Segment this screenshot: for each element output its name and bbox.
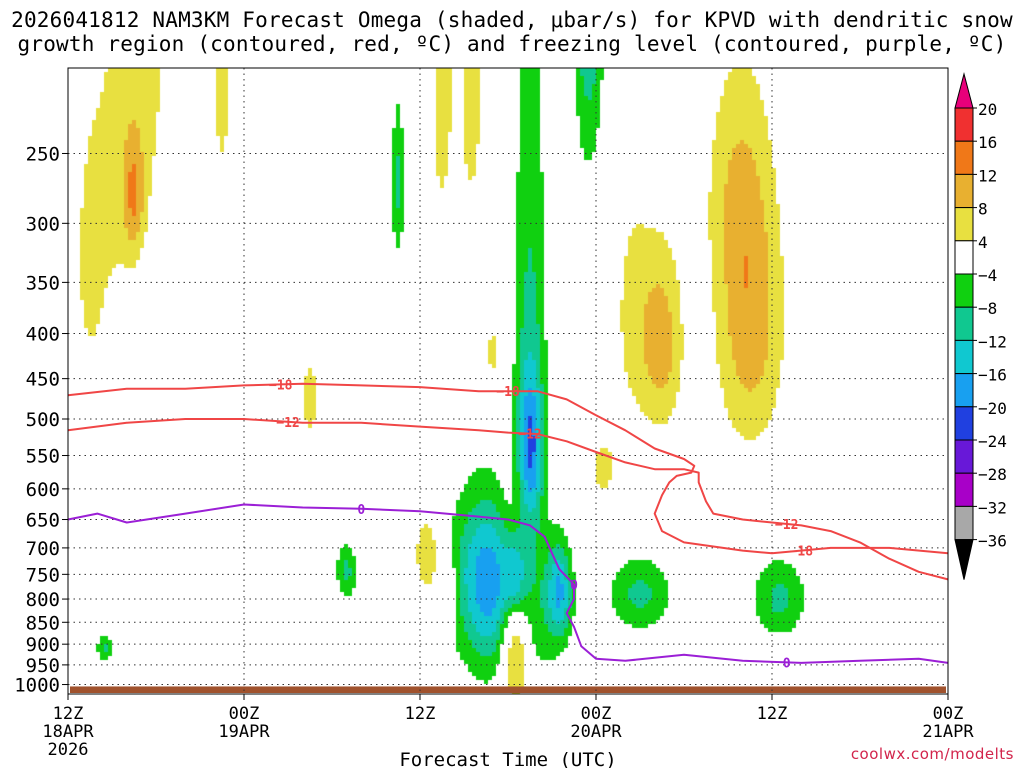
colorbar-label: −36	[978, 532, 1007, 551]
colorbar-swatch	[954, 439, 974, 474]
contour-label: 0	[357, 503, 365, 518]
x-tick-label: 00Z	[933, 704, 964, 724]
x-tick-label: 2026	[48, 740, 89, 760]
y-tick-label: 800	[26, 589, 60, 611]
colorbar-label: −24	[978, 432, 1007, 451]
colorbar-swatch	[954, 140, 974, 175]
colorbar-swatch	[954, 173, 974, 209]
x-tick-label: 00Z	[581, 704, 612, 724]
colorbar-swatch	[954, 339, 974, 375]
x-tick-label: 12Z	[53, 704, 84, 724]
colorbar-swatch	[954, 207, 974, 242]
y-tick-label: 950	[26, 655, 60, 677]
source-credit: coolwx.com/modelts	[850, 745, 1014, 763]
x-tick-label: 12Z	[405, 704, 436, 724]
contour-label: −12	[276, 416, 299, 431]
y-tick-label: 650	[26, 510, 60, 532]
colorbar-swatch	[954, 406, 974, 441]
contour-line	[67, 382, 949, 555]
colorbar-swatch	[954, 306, 974, 341]
x-tick-label: 18APR	[42, 722, 94, 742]
y-tick-label: 300	[26, 213, 60, 235]
x-tick-label: 21APR	[922, 722, 974, 742]
colorbar-label: 12	[978, 166, 997, 185]
contour-label: 0	[570, 578, 578, 593]
colorbar-label: 20	[978, 100, 997, 119]
chart-title-line-2: growth region (contoured, red, ºC) and f…	[17, 32, 1007, 56]
contour-line	[67, 503, 949, 664]
x-tick-label: 00Z	[229, 704, 260, 724]
y-tick-label: 500	[26, 409, 60, 431]
y-tick-label: 600	[26, 479, 60, 501]
y-tick-label: 450	[26, 369, 60, 391]
ground-surface	[70, 686, 946, 693]
colorbar-label: 8	[978, 200, 988, 219]
y-tick-label: 350	[26, 272, 60, 294]
contour-line	[67, 418, 949, 581]
plot-frame	[67, 67, 949, 695]
colorbar-swatch	[954, 240, 974, 275]
colorbar-label: −28	[978, 465, 1007, 484]
colorbar-swatch	[954, 273, 974, 308]
contour-label: 0	[783, 656, 791, 671]
y-tick-label: 250	[26, 143, 60, 165]
colorbar-swatch	[954, 505, 974, 541]
colorbar-label: −4	[978, 266, 997, 285]
x-tick-label: 12Z	[757, 704, 788, 724]
contour-label: −18	[269, 378, 293, 393]
y-tick-label: 550	[26, 446, 60, 468]
y-tick-label: 700	[26, 538, 60, 560]
terrain-ground	[70, 686, 946, 693]
contour-label: −18	[790, 545, 814, 560]
colorbar-label: −32	[978, 498, 1007, 517]
contour-label: −12	[775, 518, 798, 533]
x-tick-label: 20APR	[570, 722, 622, 742]
y-tick-label: 850	[26, 612, 60, 634]
omega-shading	[68, 68, 948, 694]
colorbar-label: −12	[978, 332, 1007, 351]
contour-label: −12	[518, 428, 541, 443]
y-tick-label: 1000	[14, 675, 60, 697]
colorbar-label: −16	[978, 366, 1007, 385]
colorbar-label: 4	[978, 233, 988, 252]
y-tick-label: 750	[26, 564, 60, 586]
y-tick-label: 900	[26, 634, 60, 656]
colorbar-top-arrow	[954, 72, 974, 109]
colorbar-swatch	[954, 472, 974, 507]
x-tick-label: 19APR	[218, 722, 270, 742]
colorbar-swatch	[954, 373, 974, 408]
colorbar-swatch	[954, 107, 974, 142]
contour-label: −18	[496, 385, 520, 400]
y-tick-label: 400	[26, 324, 60, 346]
colorbar-bottom-arrow	[954, 539, 974, 580]
plot-border	[67, 67, 949, 695]
x-axis-label: Forecast Time (UTC)	[399, 749, 616, 768]
colorbar-label: 16	[978, 133, 997, 152]
omega-shaded-field	[68, 68, 948, 694]
axes: 2503003504004505005506006507007508008509…	[14, 143, 974, 768]
colorbar-label: −20	[978, 399, 1007, 418]
contours: −18 −18 −18 −12 −12 −12 0 0 0	[67, 378, 949, 671]
colorbar: 20 16 12 8 4 −4 −8 −12 −16 −20 −24 −28 −32 −36	[954, 72, 1007, 580]
chart-title-line-1: 2026041812 NAM3KM Forecast Omega (shaded…	[11, 8, 1013, 32]
colorbar-label: −8	[978, 299, 997, 318]
